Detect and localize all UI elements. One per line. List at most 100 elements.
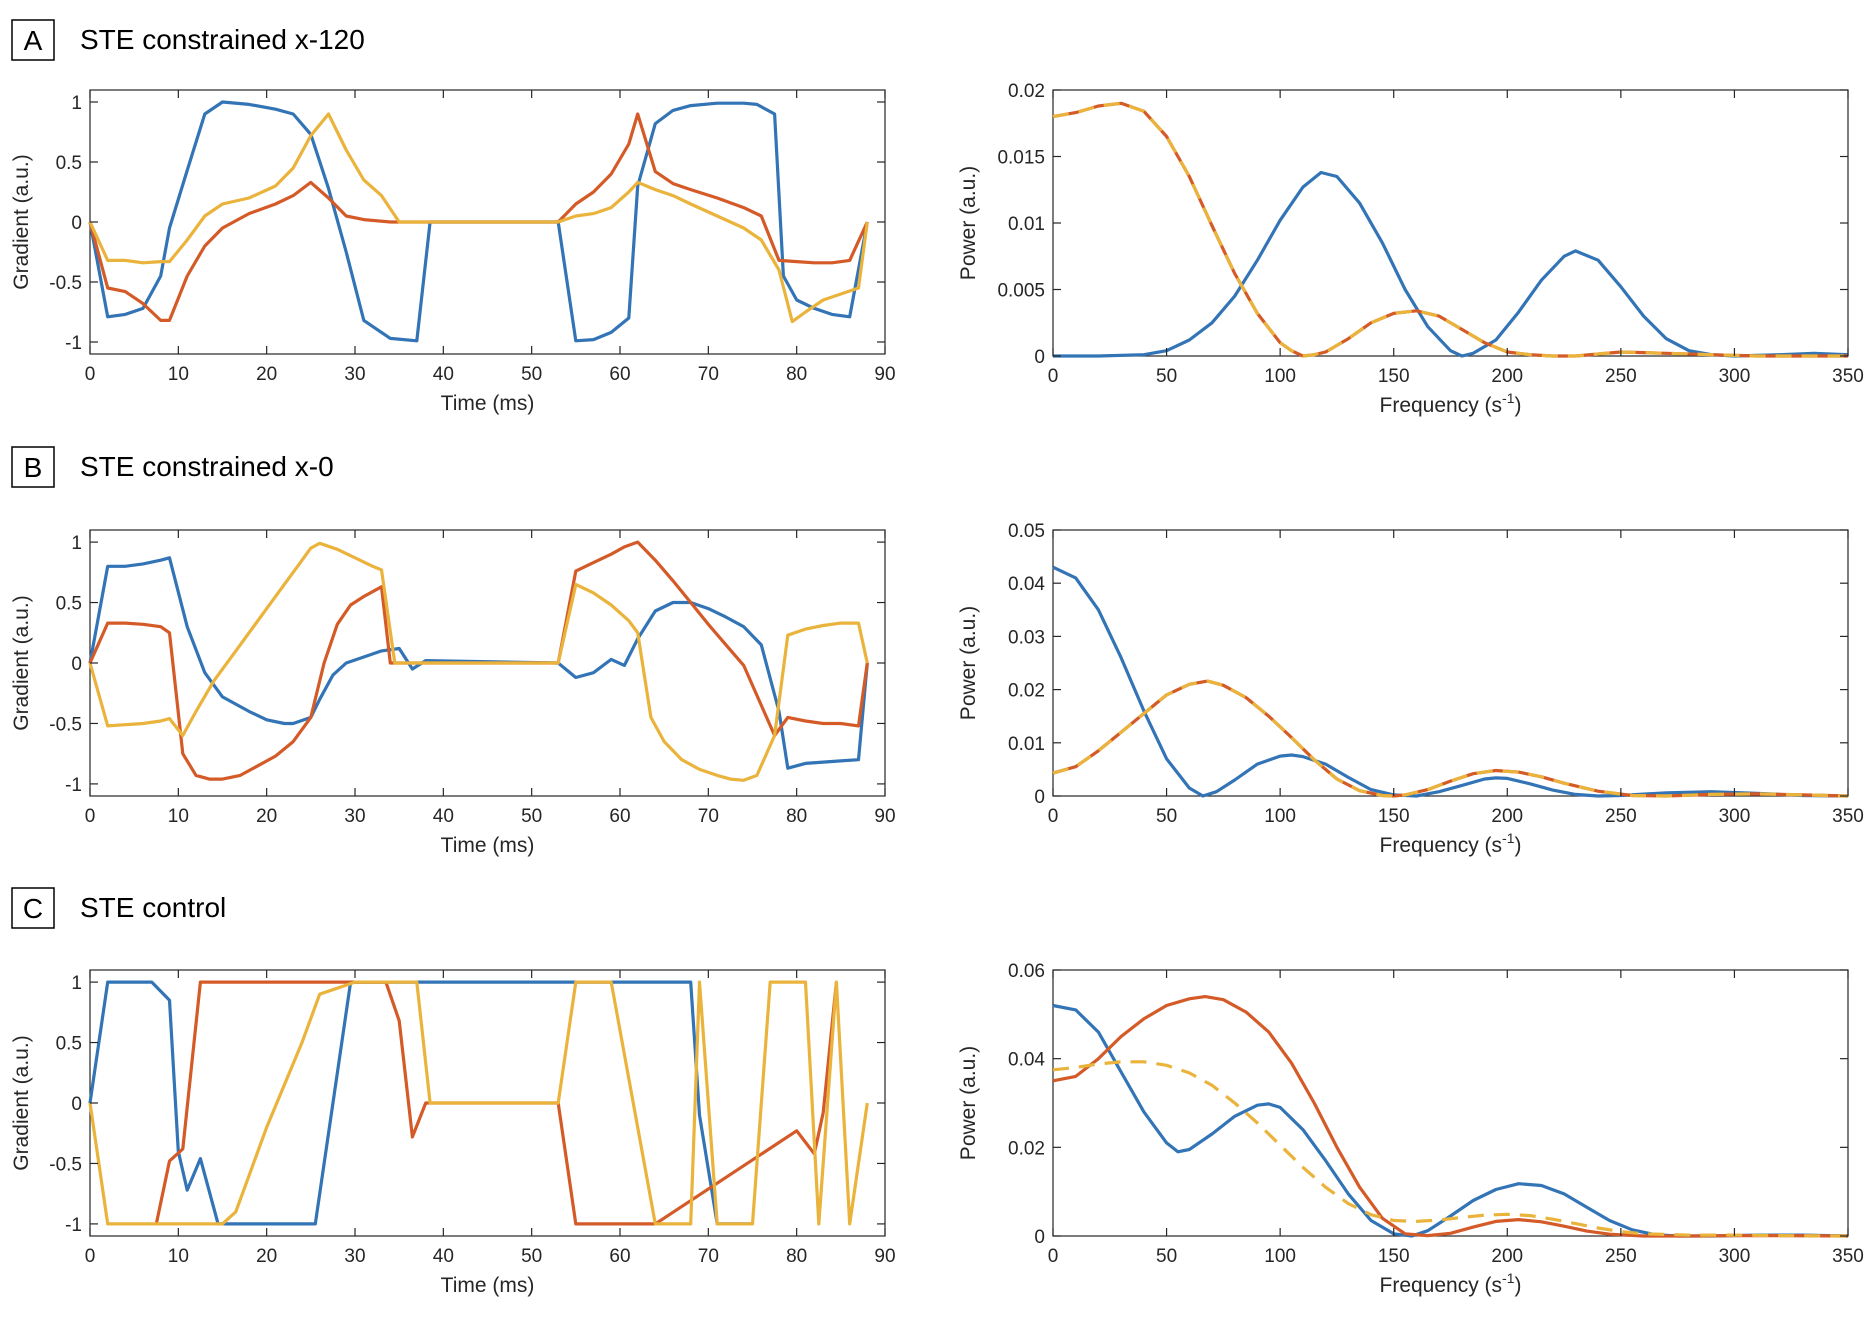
x-tick-label: 100: [1264, 366, 1296, 387]
y-axis-label: Gradient (a.u.): [10, 154, 33, 289]
x-tick-label: 50: [521, 1246, 542, 1267]
chart-C-gradient: 0 10 20 30 40 50 60 70 80 90 -1 -0.5 0 0.5 1 Time (ms) G…: [10, 969, 896, 1297]
x-tick-label: 50: [521, 806, 542, 827]
y-tick-label: 0.015: [997, 148, 1045, 169]
x-axis-label: Time (ms): [441, 392, 535, 415]
y-tick-label: 1: [71, 93, 82, 114]
x-tick-label: 50: [1156, 1246, 1177, 1267]
x-tick-label: 0: [85, 806, 96, 827]
x-tick-label: 300: [1719, 366, 1751, 387]
y-tick-label: 0: [1034, 347, 1045, 368]
series-line-yellow: [1052, 101, 1848, 358]
y-tick-label: 0: [71, 213, 82, 234]
y-tick-label: 0.06: [1008, 961, 1045, 982]
x-tick-label: 150: [1378, 1246, 1410, 1267]
y-tick-label: 0: [1034, 1227, 1045, 1248]
x-tick-label: 0: [1048, 1246, 1059, 1267]
x-tick-label: 200: [1491, 366, 1523, 387]
x-tick-label: 90: [874, 1246, 895, 1267]
series-line-blue: [1052, 565, 1849, 798]
x-tick-label: 80: [786, 364, 807, 385]
y-tick-label: 0.02: [1008, 681, 1045, 702]
x-tick-label: 90: [874, 364, 895, 385]
panel-c-heading: C STE control: [11, 887, 226, 929]
x-tick-label: 0: [85, 1246, 96, 1267]
x-tick-label: 10: [168, 364, 189, 385]
series-line-yellow: [88, 980, 869, 1226]
y-tick-label: -1: [65, 1215, 82, 1236]
y-axis-label: Gradient (a.u.): [10, 1035, 33, 1170]
x-tick-label: 100: [1264, 1246, 1296, 1267]
series-line-blue: [88, 556, 869, 770]
x-tick-label: 70: [698, 806, 719, 827]
y-tick-label: 0.04: [1008, 574, 1045, 595]
panel-a-letter: A: [24, 25, 43, 56]
panel-c-title: STE control: [80, 892, 226, 923]
panel-c-letter: C: [23, 893, 43, 924]
y-tick-label: 1: [71, 533, 82, 554]
series-line-yellow: [88, 541, 869, 782]
y-tick-label: 0.04: [1008, 1050, 1045, 1071]
x-tick-label: 50: [521, 364, 542, 385]
x-tick-label: 30: [344, 806, 365, 827]
chart-B-gradient: 0 10 20 30 40 50 60 70 80 90 -1 -0.5 0 0.5 1 Time (ms) G…: [10, 529, 896, 857]
x-tick-label: 50: [1156, 806, 1177, 827]
x-tick-label: 20: [256, 1246, 277, 1267]
x-tick-label: 20: [256, 364, 277, 385]
x-axis-label: Time (ms): [441, 1274, 535, 1297]
y-axis-label: Power (a.u.): [957, 606, 980, 720]
y-tick-label: 0: [1034, 787, 1045, 808]
x-tick-label: 70: [698, 364, 719, 385]
panel-a-heading: A STE constrained x-120: [11, 19, 365, 61]
chart-B-power: 0 50 100 150 200 250 300 350 0 0.01 0.02 0.03 0.04 0.…: [957, 521, 1864, 857]
y-tick-label: 0.01: [1008, 214, 1045, 235]
plot-area: [1052, 529, 1849, 797]
y-tick-label: 0.02: [1008, 81, 1045, 102]
x-axis-label: Frequency (s-1): [1380, 390, 1522, 417]
y-tick-label: 0.01: [1008, 734, 1045, 755]
x-tick-label: 0: [1048, 366, 1059, 387]
x-tick-label: 300: [1719, 1246, 1751, 1267]
y-axis-label: Power (a.u.): [957, 166, 980, 280]
panel-b-letter: B: [24, 452, 43, 483]
x-tick-label: 40: [433, 806, 454, 827]
x-tick-label: 90: [874, 806, 895, 827]
plot-area: [1052, 969, 1849, 1237]
y-tick-label: 0.5: [56, 594, 82, 615]
chart-A-gradient: 0 10 20 30 40 50 60 70 80 90 -1 -0.5 0 0.5 1 Time (ms) G…: [10, 89, 896, 415]
x-axis-label: Frequency (s-1): [1380, 1270, 1522, 1297]
x-axis-label: Frequency (s-1): [1380, 830, 1522, 857]
x-tick-label: 10: [168, 806, 189, 827]
x-tick-label: 200: [1491, 1246, 1523, 1267]
x-tick-label: 0: [85, 364, 96, 385]
plot-area: [1052, 89, 1849, 357]
x-tick-label: 200: [1491, 806, 1523, 827]
series-line-orange: [88, 540, 869, 781]
series-line-blue: [1053, 170, 1849, 358]
y-tick-label: 0.005: [997, 281, 1045, 302]
x-tick-label: 40: [433, 364, 454, 385]
x-tick-label: 10: [168, 1246, 189, 1267]
x-axis-label: Time (ms): [441, 834, 535, 857]
y-tick-label: 0.03: [1008, 627, 1045, 648]
x-tick-label: 150: [1378, 366, 1410, 387]
y-tick-label: -0.5: [49, 273, 82, 294]
x-tick-label: 40: [433, 1246, 454, 1267]
panel-a-title: STE constrained x-120: [80, 24, 365, 55]
chart-A-power: 0 50 100 150 200 250 300 350 0 0.005 0.01 0.015 0.02…: [957, 81, 1864, 417]
series-line-yellow: [1052, 1060, 1849, 1238]
x-tick-label: 60: [609, 1246, 630, 1267]
x-tick-label: 50: [1156, 366, 1177, 387]
x-tick-label: 350: [1832, 1246, 1864, 1267]
x-tick-label: 60: [609, 364, 630, 385]
x-tick-label: 0: [1048, 806, 1059, 827]
y-tick-label: -1: [65, 775, 82, 796]
y-axis-label: Gradient (a.u.): [10, 595, 33, 730]
x-tick-label: 250: [1605, 806, 1637, 827]
y-tick-label: 0.5: [56, 1034, 82, 1055]
chart-C-power: 0 50 100 150 200 250 300 350 0 0.02 0.04 0.06 Freque…: [957, 961, 1864, 1297]
y-axis-label: Power (a.u.): [957, 1046, 980, 1160]
series-line-yellow: [1052, 679, 1849, 798]
y-tick-label: 0: [71, 1094, 82, 1115]
